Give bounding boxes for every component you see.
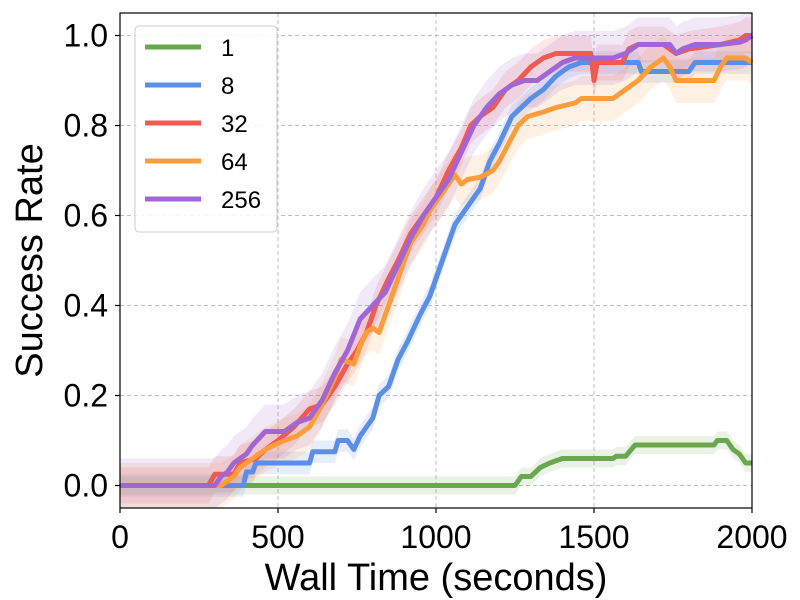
y-tick-label: 1.0 bbox=[64, 18, 108, 54]
y-tick-label: 0.8 bbox=[64, 108, 108, 144]
series-band-256 bbox=[120, 13, 752, 508]
legend-box bbox=[134, 25, 278, 233]
x-tick-label: 2000 bbox=[716, 519, 787, 555]
y-tick-label: 0.2 bbox=[64, 378, 108, 414]
legend-label-256: 256 bbox=[221, 187, 261, 214]
series-band-32 bbox=[120, 17, 752, 504]
legend: 1 8 32 64 256 bbox=[134, 25, 278, 233]
y-tick-label: 0.6 bbox=[64, 198, 108, 234]
x-tick-label: 500 bbox=[251, 519, 304, 555]
x-tick-label: 1000 bbox=[400, 519, 471, 555]
series-line-64 bbox=[120, 55, 754, 488]
legend-label-8: 8 bbox=[221, 73, 234, 100]
y-tick-label: 0.4 bbox=[64, 288, 108, 324]
y-tick-label: 0.0 bbox=[64, 468, 108, 504]
x-axis-label: Wall Time (seconds) bbox=[265, 557, 608, 599]
x-tick-label: 1500 bbox=[558, 519, 629, 555]
legend-label-64: 64 bbox=[221, 149, 248, 176]
legend-label-1: 1 bbox=[221, 35, 234, 62]
series-line-1 bbox=[120, 438, 752, 488]
series-line-256 bbox=[120, 33, 754, 488]
axis-ticks: 0 500 1000 1500 2000 0.0 0.2 0.4 0.6 0.8 1.0 bbox=[64, 18, 788, 556]
series-band-1 bbox=[120, 431, 752, 495]
series-lines bbox=[120, 33, 754, 488]
y-axis-label: Success Rate bbox=[9, 143, 51, 377]
legend-label-32: 32 bbox=[221, 111, 248, 138]
series-line-8 bbox=[120, 60, 752, 488]
x-tick-label: 0 bbox=[111, 519, 129, 555]
